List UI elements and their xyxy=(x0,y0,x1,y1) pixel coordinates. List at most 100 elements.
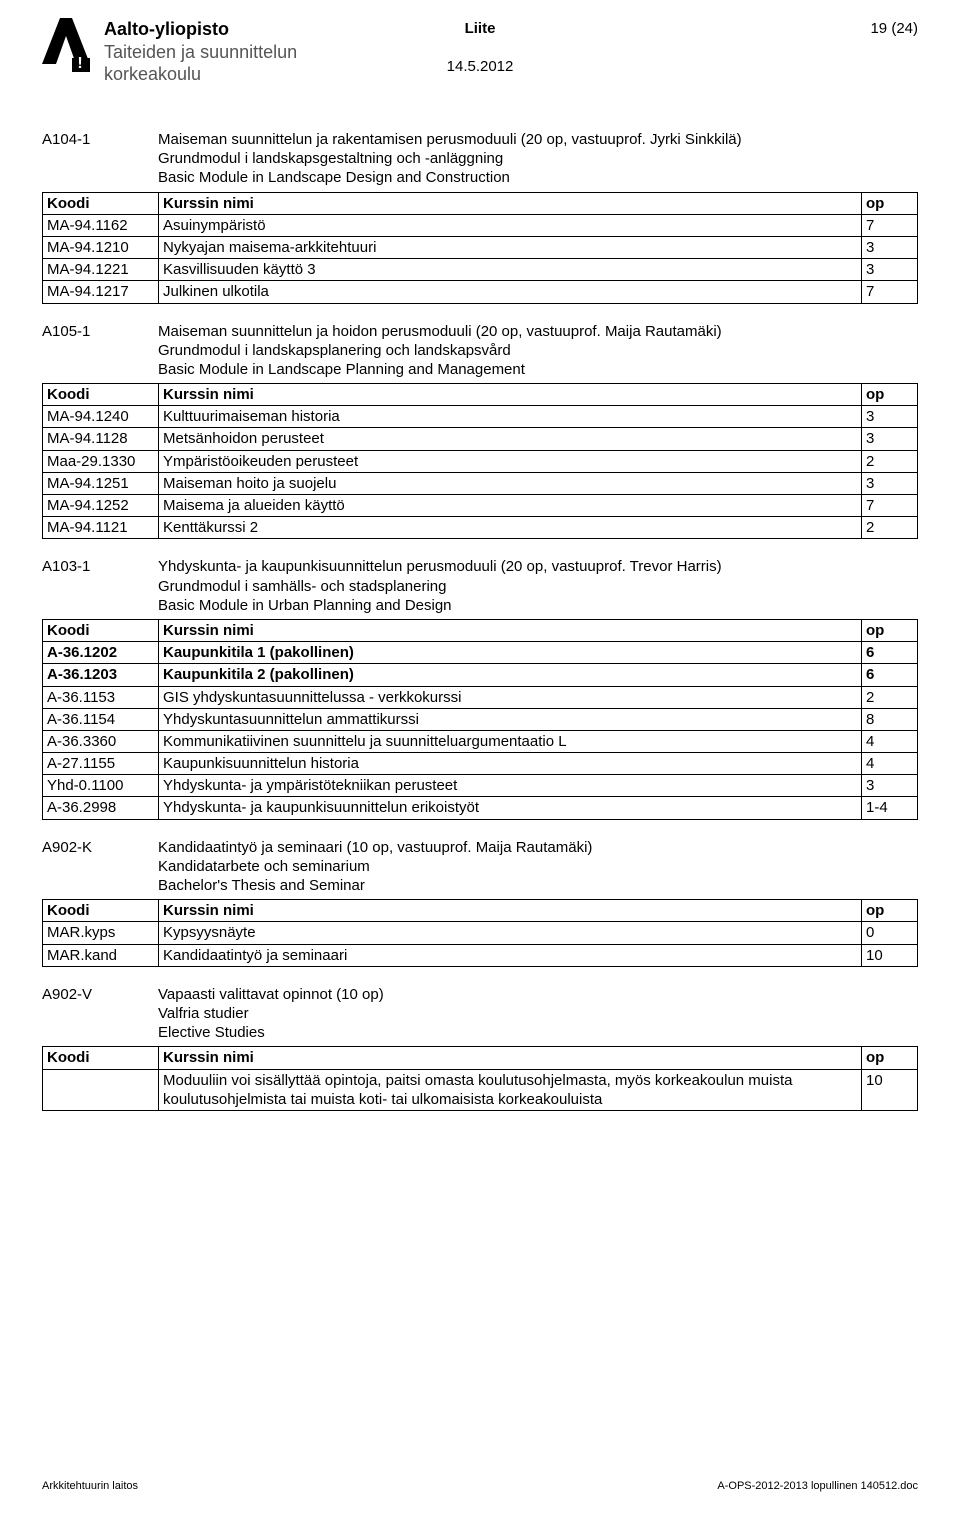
table-row: MA-94.1217Julkinen ulkotila7 xyxy=(43,281,918,303)
course-credits: 7 xyxy=(862,281,918,303)
module-intro-row: Grundmodul i samhälls- och stadsplanerin… xyxy=(42,577,918,596)
module-title-line: Valfria studier xyxy=(158,1004,918,1023)
table-header-row: KoodiKurssin nimiop xyxy=(43,1047,918,1069)
table-header-cell: Koodi xyxy=(43,192,159,214)
course-credits: 10 xyxy=(862,1069,918,1110)
module-code: A902-K xyxy=(42,838,158,857)
module-intro-row: Grundmodul i landskapsplanering och land… xyxy=(42,341,918,360)
course-code: MA-94.1217 xyxy=(43,281,159,303)
footer-left: Arkkitehtuurin laitos xyxy=(42,1480,138,1492)
table-header-cell: Koodi xyxy=(43,384,159,406)
table-header-cell: Kurssin nimi xyxy=(159,900,862,922)
table-row: Moduuliin voi sisällyttää opintoja, pait… xyxy=(43,1069,918,1110)
module-intro-row: Elective Studies xyxy=(42,1023,918,1042)
course-credits: 6 xyxy=(862,642,918,664)
course-code: MA-94.1162 xyxy=(43,214,159,236)
course-name: Yhdyskunta- ja kaupunkisuunnittelun erik… xyxy=(159,797,862,819)
module-intro-row: A902-KKandidaatintyö ja seminaari (10 op… xyxy=(42,838,918,857)
table-row: A-36.1153GIS yhdyskuntasuunnittelussa - … xyxy=(43,686,918,708)
course-code: A-36.1202 xyxy=(43,642,159,664)
module-code: A104-1 xyxy=(42,130,158,149)
course-name: Nykyajan maisema-arkkitehtuuri xyxy=(159,236,862,258)
course-name: Moduuliin voi sisällyttää opintoja, pait… xyxy=(159,1069,862,1110)
module-intro-row: Kandidatarbete och seminarium xyxy=(42,857,918,876)
course-code: A-36.2998 xyxy=(43,797,159,819)
course-credits: 2 xyxy=(862,450,918,472)
course-credits: 10 xyxy=(862,944,918,966)
course-name: Maiseman hoito ja suojelu xyxy=(159,472,862,494)
course-credits: 3 xyxy=(862,775,918,797)
course-table: KoodiKurssin nimiopA-36.1202Kaupunkitila… xyxy=(42,619,918,820)
module-title-line: Grundmodul i landskapsgestaltning och -a… xyxy=(158,149,918,168)
institution-line2: Taiteiden ja suunnittelun xyxy=(104,41,297,64)
module-intro-row: Valfria studier xyxy=(42,1004,918,1023)
table-header-cell: Kurssin nimi xyxy=(159,192,862,214)
table-row: A-36.2998Yhdyskunta- ja kaupunkisuunnitt… xyxy=(43,797,918,819)
course-credits: 3 xyxy=(862,259,918,281)
course-credits: 4 xyxy=(862,753,918,775)
table-header-cell: Kurssin nimi xyxy=(159,1047,862,1069)
module-title-line: Elective Studies xyxy=(158,1023,918,1042)
course-code: A-36.3360 xyxy=(43,730,159,752)
module-code xyxy=(42,149,158,168)
module-code xyxy=(42,577,158,596)
module-code: A105-1 xyxy=(42,322,158,341)
course-code: MA-94.1210 xyxy=(43,236,159,258)
module-intro-row: Grundmodul i landskapsgestaltning och -a… xyxy=(42,149,918,168)
table-row: A-36.3360Kommunikatiivinen suunnittelu j… xyxy=(43,730,918,752)
table-header-cell: op xyxy=(862,384,918,406)
course-code: A-36.1153 xyxy=(43,686,159,708)
footer-right: A-OPS-2012-2013 lopullinen 140512.doc xyxy=(717,1480,918,1492)
table-header-cell: Kurssin nimi xyxy=(159,384,862,406)
module-title-line: Basic Module in Landscape Design and Con… xyxy=(158,168,918,187)
module-code xyxy=(42,857,158,876)
table-header-cell: op xyxy=(862,1047,918,1069)
course-name: Yhdyskunta- ja ympäristötekniikan perust… xyxy=(159,775,862,797)
module-code xyxy=(42,1004,158,1023)
course-name: Julkinen ulkotila xyxy=(159,281,862,303)
course-name: Metsänhoidon perusteet xyxy=(159,428,862,450)
module-intro-row: A103-1Yhdyskunta- ja kaupunkisuunnittelu… xyxy=(42,557,918,576)
course-table: KoodiKurssin nimiopMA-94.1162Asuinympäri… xyxy=(42,192,918,304)
svg-text:!: ! xyxy=(77,55,82,72)
course-code: MA-94.1251 xyxy=(43,472,159,494)
module-code xyxy=(42,596,158,615)
course-code: MA-94.1121 xyxy=(43,517,159,539)
table-header-row: KoodiKurssin nimiop xyxy=(43,619,918,641)
course-credits: 7 xyxy=(862,214,918,236)
course-code xyxy=(43,1069,159,1110)
table-row: MA-94.1252Maisema ja alueiden käyttö7 xyxy=(43,495,918,517)
course-name: Kommunikatiivinen suunnittelu ja suunnit… xyxy=(159,730,862,752)
table-header-row: KoodiKurssin nimiop xyxy=(43,900,918,922)
table-header-cell: Koodi xyxy=(43,1047,159,1069)
course-name: Kulttuurimaiseman historia xyxy=(159,406,862,428)
course-code: MA-94.1240 xyxy=(43,406,159,428)
table-row: MA-94.1162Asuinympäristö7 xyxy=(43,214,918,236)
table-row: A-36.1203Kaupunkitila 2 (pakollinen)6 xyxy=(43,664,918,686)
module-title-line: Yhdyskunta- ja kaupunkisuunnittelun peru… xyxy=(158,557,918,576)
page-number: 19 (24) xyxy=(870,20,918,37)
course-code: Maa-29.1330 xyxy=(43,450,159,472)
institution-name: Aalto-yliopisto Taiteiden ja suunnittelu… xyxy=(104,18,297,86)
header-date: 14.5.2012 xyxy=(447,58,514,75)
module-title-line: Grundmodul i landskapsplanering och land… xyxy=(158,341,918,360)
course-name: Kasvillisuuden käyttö 3 xyxy=(159,259,862,281)
course-credits: 7 xyxy=(862,495,918,517)
page-footer: Arkkitehtuurin laitos A-OPS-2012-2013 lo… xyxy=(42,1480,918,1492)
module-code: A103-1 xyxy=(42,557,158,576)
module-title-line: Kandidatarbete och seminarium xyxy=(158,857,918,876)
course-name: Asuinympäristö xyxy=(159,214,862,236)
course-code: Yhd-0.1100 xyxy=(43,775,159,797)
module-intro-row: Basic Module in Urban Planning and Desig… xyxy=(42,596,918,615)
module-intro-row: A105-1Maiseman suunnittelun ja hoidon pe… xyxy=(42,322,918,341)
course-code: A-27.1155 xyxy=(43,753,159,775)
table-row: Maa-29.1330Ympäristöoikeuden perusteet2 xyxy=(43,450,918,472)
course-name: Kenttäkurssi 2 xyxy=(159,517,862,539)
table-header-cell: Kurssin nimi xyxy=(159,619,862,641)
table-row: MA-94.1251Maiseman hoito ja suojelu3 xyxy=(43,472,918,494)
module-code xyxy=(42,341,158,360)
module-intro: A104-1Maiseman suunnittelun ja rakentami… xyxy=(42,130,918,188)
course-code: MA-94.1128 xyxy=(43,428,159,450)
module-intro-row: Basic Module in Landscape Design and Con… xyxy=(42,168,918,187)
course-credits: 3 xyxy=(862,236,918,258)
